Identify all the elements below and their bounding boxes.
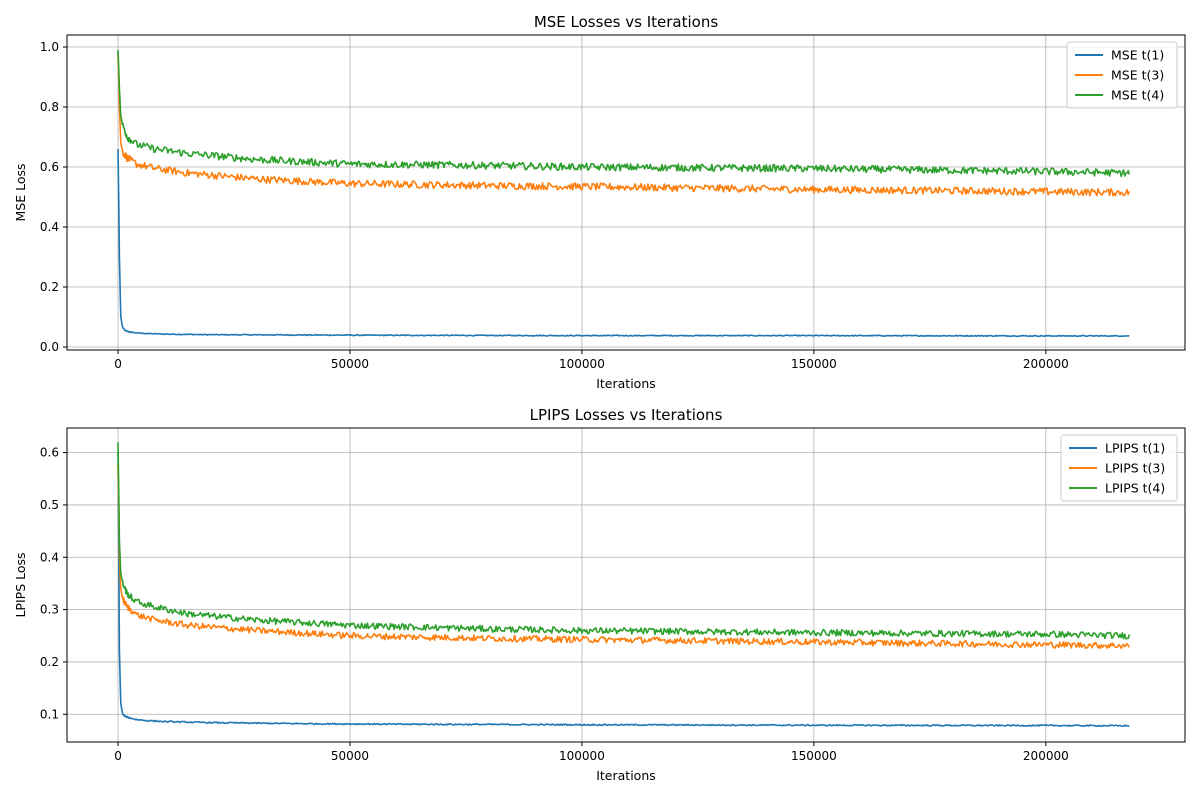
y-tick-label: 0.5 (40, 498, 59, 512)
series-line-2 (117, 52, 1131, 197)
x-tick-label: 100000 (559, 749, 605, 763)
x-tick-label: 50000 (331, 749, 369, 763)
legend: LPIPS t(1) LPIPS t(3) LPIPS t(4) (1060, 434, 1178, 502)
legend-label-3: LPIPS t(4) (1105, 481, 1165, 496)
series-line-3 (117, 49, 1131, 178)
series-line-1 (117, 148, 1130, 338)
chart-title: LPIPS Losses vs Iterations (530, 406, 723, 424)
series-group (117, 442, 1131, 728)
x-tick-label: 100000 (559, 357, 605, 371)
series-line-2 (117, 463, 1130, 650)
x-axis-label: Iterations (596, 376, 656, 391)
series-line-3 (117, 442, 1131, 640)
axes-frame (66, 34, 1186, 351)
series-line-1 (117, 452, 1130, 728)
x-tick-label: 150000 (791, 357, 837, 371)
legend-label-2: MSE t(3) (1111, 68, 1164, 83)
y-axis-label: MSE Loss (13, 163, 28, 221)
x-tick-label: 200000 (1023, 357, 1069, 371)
legend: MSE t(1) MSE t(3) MSE t(4) (1066, 41, 1178, 109)
y-tick-label: 0.4 (40, 550, 59, 564)
axes-frame (66, 427, 1186, 743)
y-tick-label: 0.4 (40, 220, 59, 234)
x-tick-label: 200000 (1023, 749, 1069, 763)
chart-panel-2: 0 50000 100000 150000 200000 0.1 0.2 0.3 0.4 0.5 0… (13, 406, 1186, 783)
y-tick-label: 0.3 (40, 603, 59, 617)
legend-box (1060, 434, 1178, 502)
chart-title: MSE Losses vs Iterations (534, 13, 719, 31)
y-tick-label: 0.1 (40, 707, 59, 721)
y-tick-label: 0.2 (40, 655, 59, 669)
legend-label-3: MSE t(4) (1111, 88, 1164, 103)
x-tick-label: 0 (114, 357, 122, 371)
y-tick-label: 1.0 (40, 40, 59, 54)
y-tick-label: 0.2 (40, 280, 59, 294)
y-tick-label: 0.6 (40, 160, 59, 174)
y-tick-label: 0.8 (40, 100, 59, 114)
chart-panel-1: 0 50000 100000 150000 200000 0.0 0.2 0.4 0.6 0.8 1… (13, 13, 1186, 391)
legend-label-1: MSE t(1) (1111, 48, 1164, 63)
x-tick-label: 150000 (791, 749, 837, 763)
x-tick-label: 50000 (331, 357, 369, 371)
x-axis-label: Iterations (596, 768, 656, 783)
y-tick-label: 0.0 (40, 340, 59, 354)
legend-label-2: LPIPS t(3) (1105, 461, 1165, 476)
y-axis-label: LPIPS Loss (13, 552, 28, 617)
y-tick-label: 0.6 (40, 446, 59, 460)
legend-label-1: LPIPS t(1) (1105, 441, 1165, 456)
series-group (117, 49, 1131, 338)
legend-box (1066, 41, 1178, 109)
x-tick-label: 0 (114, 749, 122, 763)
